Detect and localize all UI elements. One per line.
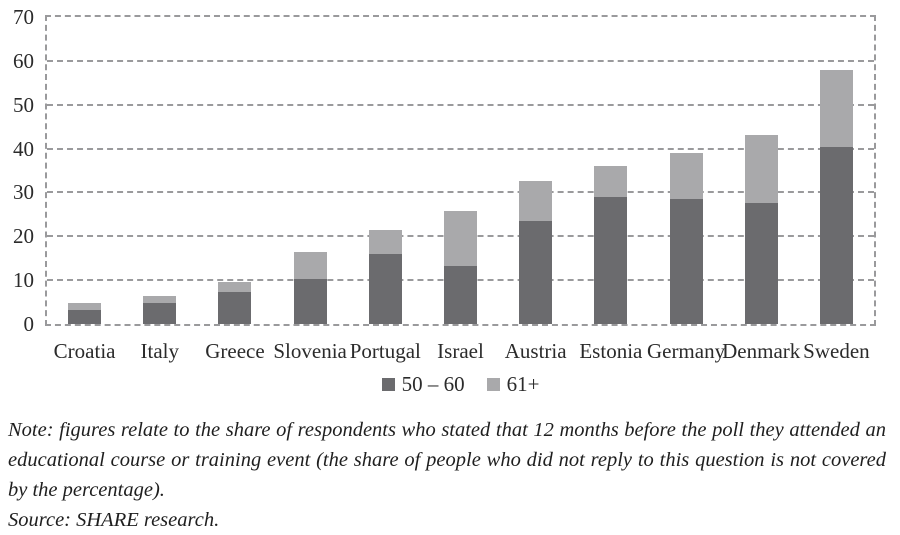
- bar-israel: [444, 211, 477, 324]
- bar-segment-age-50-60: [68, 309, 102, 324]
- y-tick-label-70: 70: [13, 5, 34, 29]
- bar-segment-age-61plus: [744, 135, 778, 203]
- x-tick-label-sweden: Sweden: [803, 339, 870, 363]
- x-tick-label-germany: Germany: [646, 339, 726, 363]
- x-tick-label-denmark: Denmark: [722, 339, 801, 363]
- bar-croatia: [68, 302, 102, 324]
- bar-segment-age-50-60: [519, 220, 553, 324]
- bar-segment-age-61plus: [143, 296, 177, 304]
- gridline-40: [47, 147, 874, 150]
- bar-segment-age-61plus: [594, 165, 628, 197]
- x-tick-label-italy: Italy: [140, 339, 179, 363]
- plot-area: [45, 15, 876, 326]
- gridline-30: [47, 191, 874, 194]
- bar-segment-age-50-60: [444, 266, 477, 324]
- legend: 50 – 60 61+: [45, 372, 876, 397]
- y-tick-label-10: 10: [13, 268, 34, 293]
- bar-segment-age-61plus: [293, 252, 327, 279]
- bar-segment-age-61plus: [368, 229, 402, 254]
- note-text: Note: figures relate to the share of res…: [8, 419, 886, 501]
- bar-segment-age-61plus: [444, 211, 477, 267]
- x-tick-label-portugal: Portugal: [349, 339, 421, 363]
- gridline-50: [47, 103, 874, 106]
- bar-germany: [669, 153, 703, 324]
- legend-swatch-age-50-60: [381, 378, 395, 391]
- y-tick-label-50: 50: [13, 92, 34, 117]
- legend-label-age-50-60: 50 – 60: [401, 372, 465, 396]
- x-tick-label-austria: Austria: [504, 339, 567, 363]
- bar-segment-age-50-60: [594, 196, 628, 324]
- bar-segment-age-50-60: [669, 199, 703, 324]
- bar-segment-age-50-60: [218, 291, 252, 324]
- bar-segment-age-50-60: [143, 303, 177, 324]
- bar-sweden: [819, 69, 853, 324]
- source-text: Source: SHARE research.: [8, 509, 220, 531]
- y-tick-label-30: 30: [13, 180, 34, 205]
- x-tick-label-greece: Greece: [205, 339, 265, 363]
- bar-segment-age-50-60: [368, 253, 402, 324]
- y-tick-label-0: 0: [23, 312, 35, 336]
- bar-segment-age-61plus: [819, 69, 853, 148]
- bar-slovenia: [293, 252, 327, 324]
- legend-entry-age-50-60: 50 – 60: [381, 372, 465, 397]
- x-tick-label-estonia: Estonia: [579, 339, 643, 363]
- y-tick-label-40: 40: [13, 136, 34, 161]
- bar-segment-age-61plus: [218, 282, 252, 292]
- bar-denmark: [744, 135, 778, 324]
- bar-estonia: [594, 165, 628, 324]
- bar-austria: [519, 181, 553, 324]
- bar-segment-age-61plus: [519, 181, 553, 221]
- bar-segment-age-50-60: [819, 147, 853, 324]
- x-tick-label-israel: Israel: [437, 339, 484, 363]
- bar-segment-age-50-60: [293, 278, 327, 324]
- legend-label-age-61plus: 61+: [506, 372, 540, 396]
- gridline-60: [47, 59, 874, 62]
- y-tick-label-60: 60: [13, 48, 34, 73]
- bar-italy: [143, 296, 177, 324]
- bar-portugal: [368, 229, 402, 324]
- bar-greece: [218, 282, 252, 324]
- y-tick-label-20: 20: [13, 224, 34, 249]
- legend-swatch-age-61plus: [486, 378, 500, 391]
- bar-segment-age-50-60: [744, 202, 778, 324]
- bar-segment-age-61plus: [669, 153, 703, 200]
- bar-segment-age-61plus: [68, 302, 102, 310]
- x-tick-label-croatia: Croatia: [53, 339, 116, 363]
- x-tick-label-slovenia: Slovenia: [273, 339, 347, 363]
- legend-entry-age-61plus: 61+: [486, 372, 540, 397]
